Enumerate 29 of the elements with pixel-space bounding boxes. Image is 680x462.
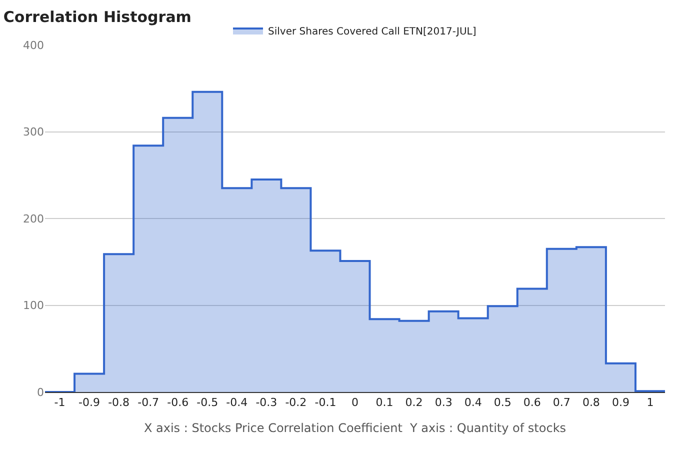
x-tick-label: 0.4 — [464, 396, 482, 410]
x-tick-label: 0.9 — [612, 396, 630, 410]
x-tick-label: -0.8 — [108, 396, 130, 410]
x-tick-label: -0.7 — [138, 396, 160, 410]
x-tick-label: -0.2 — [285, 396, 307, 410]
y-tick-label: 400 — [23, 38, 44, 52]
x-tick-label: 0 — [352, 396, 358, 410]
x-tick-label: -0.9 — [78, 396, 100, 410]
x-axis-title: X axis : Stocks Price Correlation Coefficient Y axis : Quantity of stocks — [144, 421, 566, 436]
x-tick-label: 1 — [646, 396, 654, 410]
x-tick-label: -0.5 — [196, 396, 218, 410]
chart-title: Correlation Histogram — [3, 8, 192, 26]
y-tick-label: 200 — [23, 212, 44, 226]
x-tick-label: 0.1 — [376, 396, 394, 410]
y-tick-label: 300 — [23, 126, 44, 139]
x-tick-label: 0.5 — [494, 396, 512, 410]
x-tick-label: 0.8 — [582, 396, 600, 410]
x-tick-label: -1 — [54, 396, 66, 410]
y-tick-label: 0 — [37, 386, 44, 399]
x-tick-label: 0.3 — [434, 396, 452, 410]
x-tick-label: -0.6 — [167, 396, 189, 410]
legend-label: Silver Shares Covered Call ETN[2017-JUL] — [268, 26, 476, 38]
x-tick-label: -0.4 — [226, 396, 248, 410]
x-tick-label: 0.7 — [552, 396, 570, 410]
x-tick-label: -0.1 — [314, 396, 336, 410]
x-tick-label: -0.3 — [256, 396, 278, 410]
x-tick-label: 0.2 — [405, 396, 423, 410]
y-tick-label: 100 — [23, 299, 44, 312]
x-tick-label: 0.6 — [523, 396, 541, 410]
